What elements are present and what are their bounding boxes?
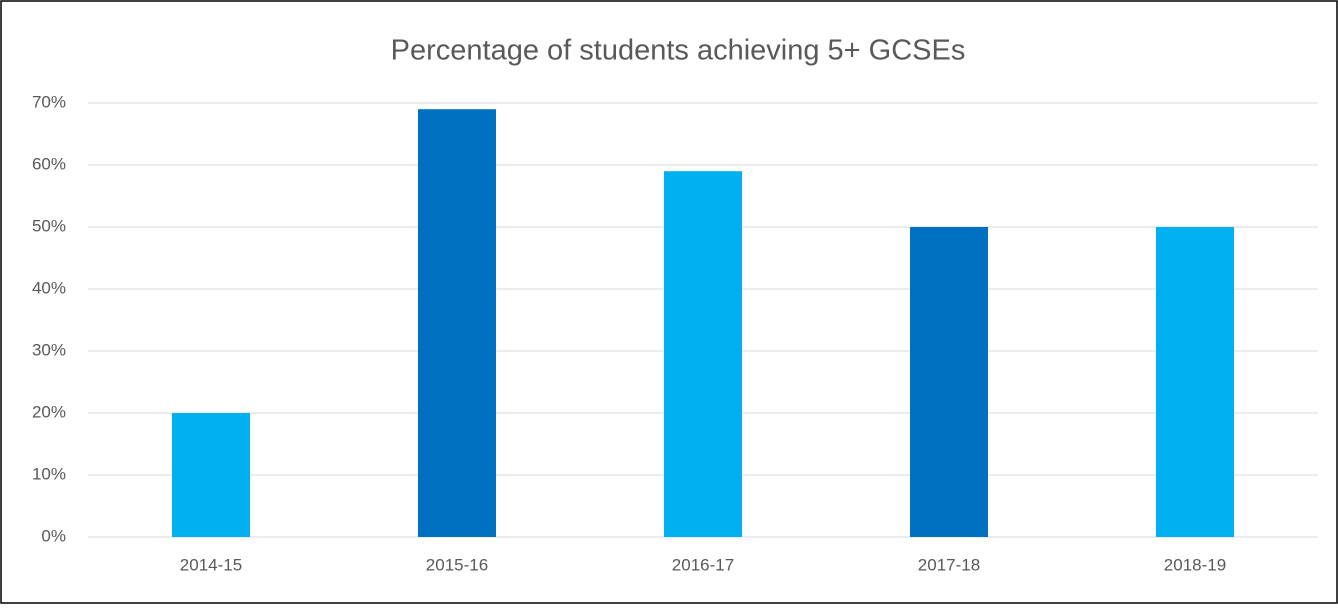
- bar: [664, 171, 742, 537]
- x-tick-label: 2018-19: [1164, 555, 1226, 574]
- y-tick-label: 50%: [32, 216, 66, 235]
- y-tick-label: 0%: [41, 526, 66, 545]
- bar: [1156, 227, 1234, 537]
- bar: [172, 413, 250, 537]
- y-tick-label: 40%: [32, 278, 66, 297]
- y-tick-label: 10%: [32, 464, 66, 483]
- y-tick-label: 60%: [32, 154, 66, 173]
- bar: [910, 227, 988, 537]
- chart-title: Percentage of students achieving 5+ GCSE…: [391, 35, 966, 67]
- bar: [418, 109, 496, 537]
- x-tick-label: 2014-15: [180, 555, 242, 574]
- x-tick-label: 2017-18: [918, 555, 980, 574]
- x-tick-label: 2015-16: [426, 555, 488, 574]
- y-tick-label: 20%: [32, 402, 66, 421]
- y-tick-label: 70%: [32, 92, 66, 111]
- y-tick-label: 30%: [32, 340, 66, 359]
- x-tick-label: 2016-17: [672, 555, 734, 574]
